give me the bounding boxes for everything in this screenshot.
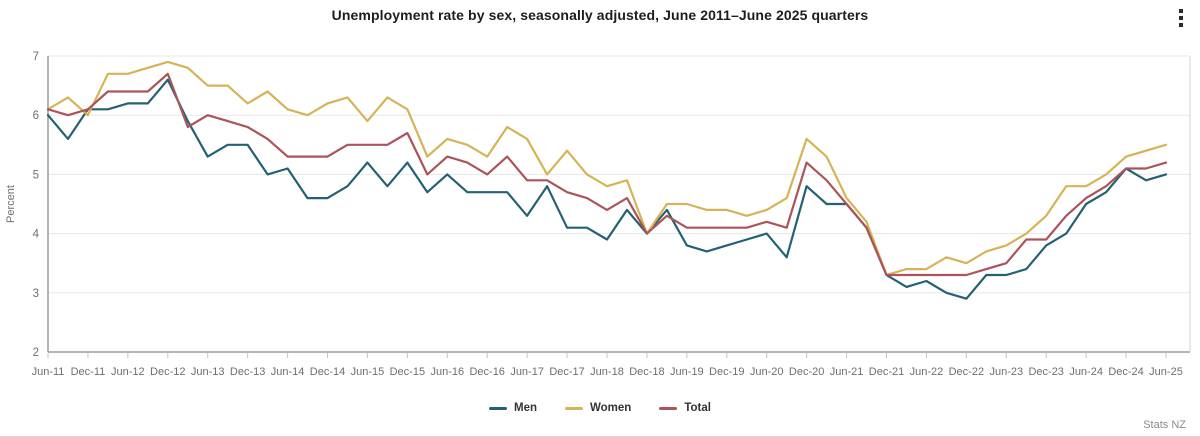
y-tick-label: 6 <box>33 110 39 122</box>
source-attribution: Stats NZ <box>1143 419 1186 431</box>
x-tick-label: Dec-13 <box>230 366 265 378</box>
legend-item-men[interactable]: Men <box>489 402 537 414</box>
kebab-dot-icon <box>1179 9 1183 13</box>
x-tick-label: Jun-11 <box>32 366 65 378</box>
x-tick-label: Jun-15 <box>351 366 385 378</box>
kebab-menu-button[interactable] <box>1172 6 1190 30</box>
legend-swatch-icon <box>565 406 584 410</box>
x-tick-label: Jun-24 <box>1069 366 1103 378</box>
x-tick-label: Jun-17 <box>510 366 544 378</box>
legend-item-women[interactable]: Women <box>565 402 631 414</box>
x-tick-label: Jun-16 <box>430 366 464 378</box>
legend-label: Women <box>590 402 632 414</box>
y-tick-label: 5 <box>33 169 39 181</box>
y-tick-label: 3 <box>33 288 39 300</box>
y-tick-label: 2 <box>33 347 39 359</box>
x-tick-label: Dec-24 <box>1108 366 1143 378</box>
legend-label: Men <box>514 402 538 414</box>
legend-label: Total <box>684 402 711 414</box>
series-line-total[interactable] <box>46 72 1168 277</box>
x-tick-label: Dec-20 <box>789 366 824 378</box>
x-tick-label: Dec-15 <box>390 366 425 378</box>
x-tick-label: Dec-17 <box>549 366 584 378</box>
x-tick-label: Jun-20 <box>750 366 784 378</box>
y-tick-label: 4 <box>33 229 40 241</box>
x-tick-label: Dec-11 <box>71 366 106 378</box>
legend-swatch-icon <box>489 406 508 410</box>
kebab-dot-icon <box>1179 23 1183 27</box>
legend-swatch-icon <box>659 406 678 410</box>
y-tick-label: 7 <box>33 51 39 63</box>
x-tick-label: Dec-21 <box>869 366 904 378</box>
x-tick-label: Dec-16 <box>469 366 504 378</box>
x-tick-label: Jun-22 <box>910 366 944 378</box>
x-tick-label: Dec-14 <box>310 366 345 378</box>
chart-title: Unemployment rate by sex, seasonally adj… <box>331 7 869 23</box>
x-tick-label: Dec-19 <box>709 366 744 378</box>
y-axis-title: Percent <box>5 185 17 223</box>
series-line-women[interactable] <box>46 60 1168 277</box>
x-tick-label: Jun-13 <box>191 366 225 378</box>
legend-item-total[interactable]: Total <box>659 402 711 414</box>
x-tick-label: Dec-22 <box>949 366 984 378</box>
x-tick-label: Dec-23 <box>1028 366 1063 378</box>
chart-legend: Men Women Total <box>0 402 1200 414</box>
x-tick-label: Jun-23 <box>989 366 1023 378</box>
x-tick-label: Jun-21 <box>830 366 864 378</box>
x-tick-label: Jun-19 <box>670 366 704 378</box>
x-tick-label: Jun-12 <box>111 366 145 378</box>
x-tick-label: Dec-12 <box>150 366 185 378</box>
x-tick-label: Jun-18 <box>590 366 624 378</box>
x-tick-label: Jun-14 <box>271 366 305 378</box>
x-tick-label: Jun-25 <box>1149 366 1183 378</box>
series-line-men[interactable] <box>46 78 1168 300</box>
x-tick-label: Dec-18 <box>629 366 664 378</box>
kebab-dot-icon <box>1179 16 1183 20</box>
